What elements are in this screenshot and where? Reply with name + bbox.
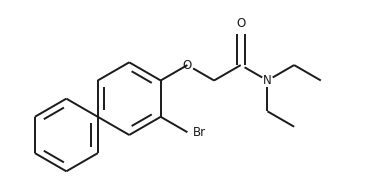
- Text: O: O: [236, 17, 245, 30]
- Text: Br: Br: [193, 126, 206, 139]
- Text: N: N: [263, 74, 272, 87]
- Text: O: O: [183, 59, 192, 72]
